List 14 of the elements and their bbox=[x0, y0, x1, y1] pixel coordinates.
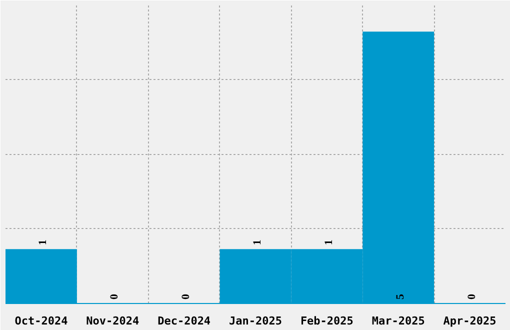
data-label: 0 bbox=[180, 294, 192, 300]
x-tick-label: Oct-2024 bbox=[14, 314, 68, 328]
x-tick-label: Jan-2025 bbox=[229, 314, 282, 328]
data-label: 5 bbox=[394, 294, 406, 300]
x-tick-label: Dec-2024 bbox=[158, 314, 211, 328]
data-label: 1 bbox=[252, 240, 264, 246]
data-label: 1 bbox=[37, 240, 50, 246]
x-tick-label: Mar-2025 bbox=[372, 314, 425, 328]
x-tick-label: Apr-2025 bbox=[443, 314, 496, 328]
data-label: 0 bbox=[466, 294, 478, 300]
x-tick-label: Feb-2025 bbox=[300, 314, 354, 328]
data-label: 1 bbox=[322, 240, 335, 246]
x-tick-label: Nov-2024 bbox=[86, 314, 140, 328]
data-label: 0 bbox=[108, 294, 121, 300]
